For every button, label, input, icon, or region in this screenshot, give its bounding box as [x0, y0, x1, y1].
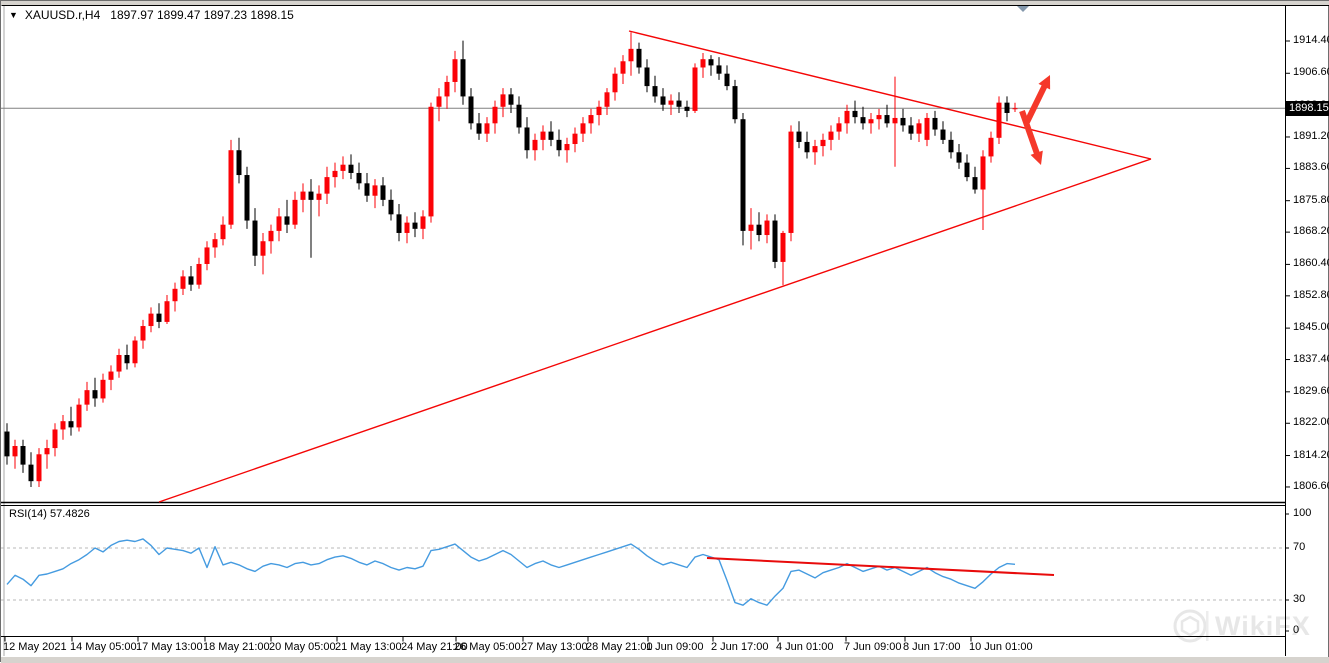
price-axis-label: 1906.60 — [1293, 66, 1329, 79]
time-axis-label: 20 May 05:00 — [269, 641, 336, 653]
rsi-indicator-label: RSI(14) 57.4826 — [9, 508, 90, 520]
time-axis-label: 24 May 21:00 — [401, 641, 468, 653]
time-axis-label: 18 May 21:00 — [203, 641, 270, 653]
breakout-arrows[interactable] — [1019, 75, 1051, 165]
wikifx-logo-icon — [1173, 609, 1209, 643]
price-axis-label: 1829.60 — [1293, 384, 1329, 397]
ohlc-info-label: 1897.97 1899.47 1897.23 1898.15 — [110, 8, 294, 22]
watermark-text: WikiFX — [1215, 610, 1311, 641]
triangle-upper-trendline[interactable] — [628, 30, 1152, 160]
time-axis-label: 8 Jun 17:00 — [903, 641, 961, 653]
time-axis-label: 10 Jun 01:00 — [969, 641, 1033, 653]
price-axis-label: 1806.60 — [1293, 479, 1329, 492]
time-axis-label: 2 Jun 17:00 — [711, 641, 769, 653]
window-top-edge — [1, 1, 1329, 5]
time-axis-label: 27 May 13:00 — [521, 641, 588, 653]
window-bottom-edge — [1, 657, 1329, 663]
rsi-axis-label: 70 — [1293, 541, 1306, 553]
chart-title-bar: ▼ XAUUSD.r,H4 1897.97 1899.47 1897.23 1898… — [9, 8, 294, 22]
price-axis-label: 1860.40 — [1293, 257, 1329, 270]
time-axis-label: 1 Jun 09:00 — [646, 641, 704, 653]
time-axis-label: 7 Jun 09:00 — [844, 641, 902, 653]
time-axis-label: 21 May 13:00 — [335, 641, 402, 653]
rsi-axis-label: 30 — [1293, 593, 1306, 605]
price-axis-label: 1875.80 — [1293, 193, 1329, 206]
time-axis-label: 12 May 2021 — [3, 641, 67, 653]
price-axis-label: 1891.20 — [1293, 129, 1329, 142]
rsi-trendline[interactable] — [706, 557, 1055, 576]
rsi-axis-label: 0 — [1293, 624, 1300, 636]
price-axis-label: 1852.80 — [1293, 288, 1329, 301]
price-axis-label: 1837.40 — [1293, 352, 1329, 365]
wikifx-watermark: WikiFX — [1171, 607, 1311, 645]
chart-dropdown-icon[interactable]: ▼ — [9, 10, 18, 20]
time-axis-label: 14 May 05:00 — [70, 641, 137, 653]
bar-shift-marker-icon — [1017, 6, 1029, 12]
time-axis-label: 26 May 05:00 — [454, 641, 521, 653]
triangle-lower-trendline[interactable] — [158, 158, 1152, 503]
rsi-line — [6, 538, 1016, 606]
price-axis-label: 1868.20 — [1293, 225, 1329, 238]
price-axis-label: 1814.20 — [1293, 448, 1329, 461]
price-axis-label: 1822.00 — [1293, 416, 1329, 429]
candlestick-series — [4, 32, 1018, 487]
price-axis-label: 1883.60 — [1293, 161, 1329, 174]
current-price-badge: 1898.15 — [1286, 101, 1329, 116]
time-axis-label: 28 May 21:00 — [586, 641, 653, 653]
symbol-timeframe-label: XAUUSD.r,H4 — [24, 8, 101, 22]
time-axis-label: 4 Jun 01:00 — [776, 641, 834, 653]
price-axis-label: 1845.00 — [1293, 321, 1329, 334]
rsi-axis-label: 100 — [1293, 507, 1312, 519]
price-axis-label: 1914.40 — [1293, 34, 1329, 46]
time-axis-label: 17 May 13:00 — [136, 641, 203, 653]
